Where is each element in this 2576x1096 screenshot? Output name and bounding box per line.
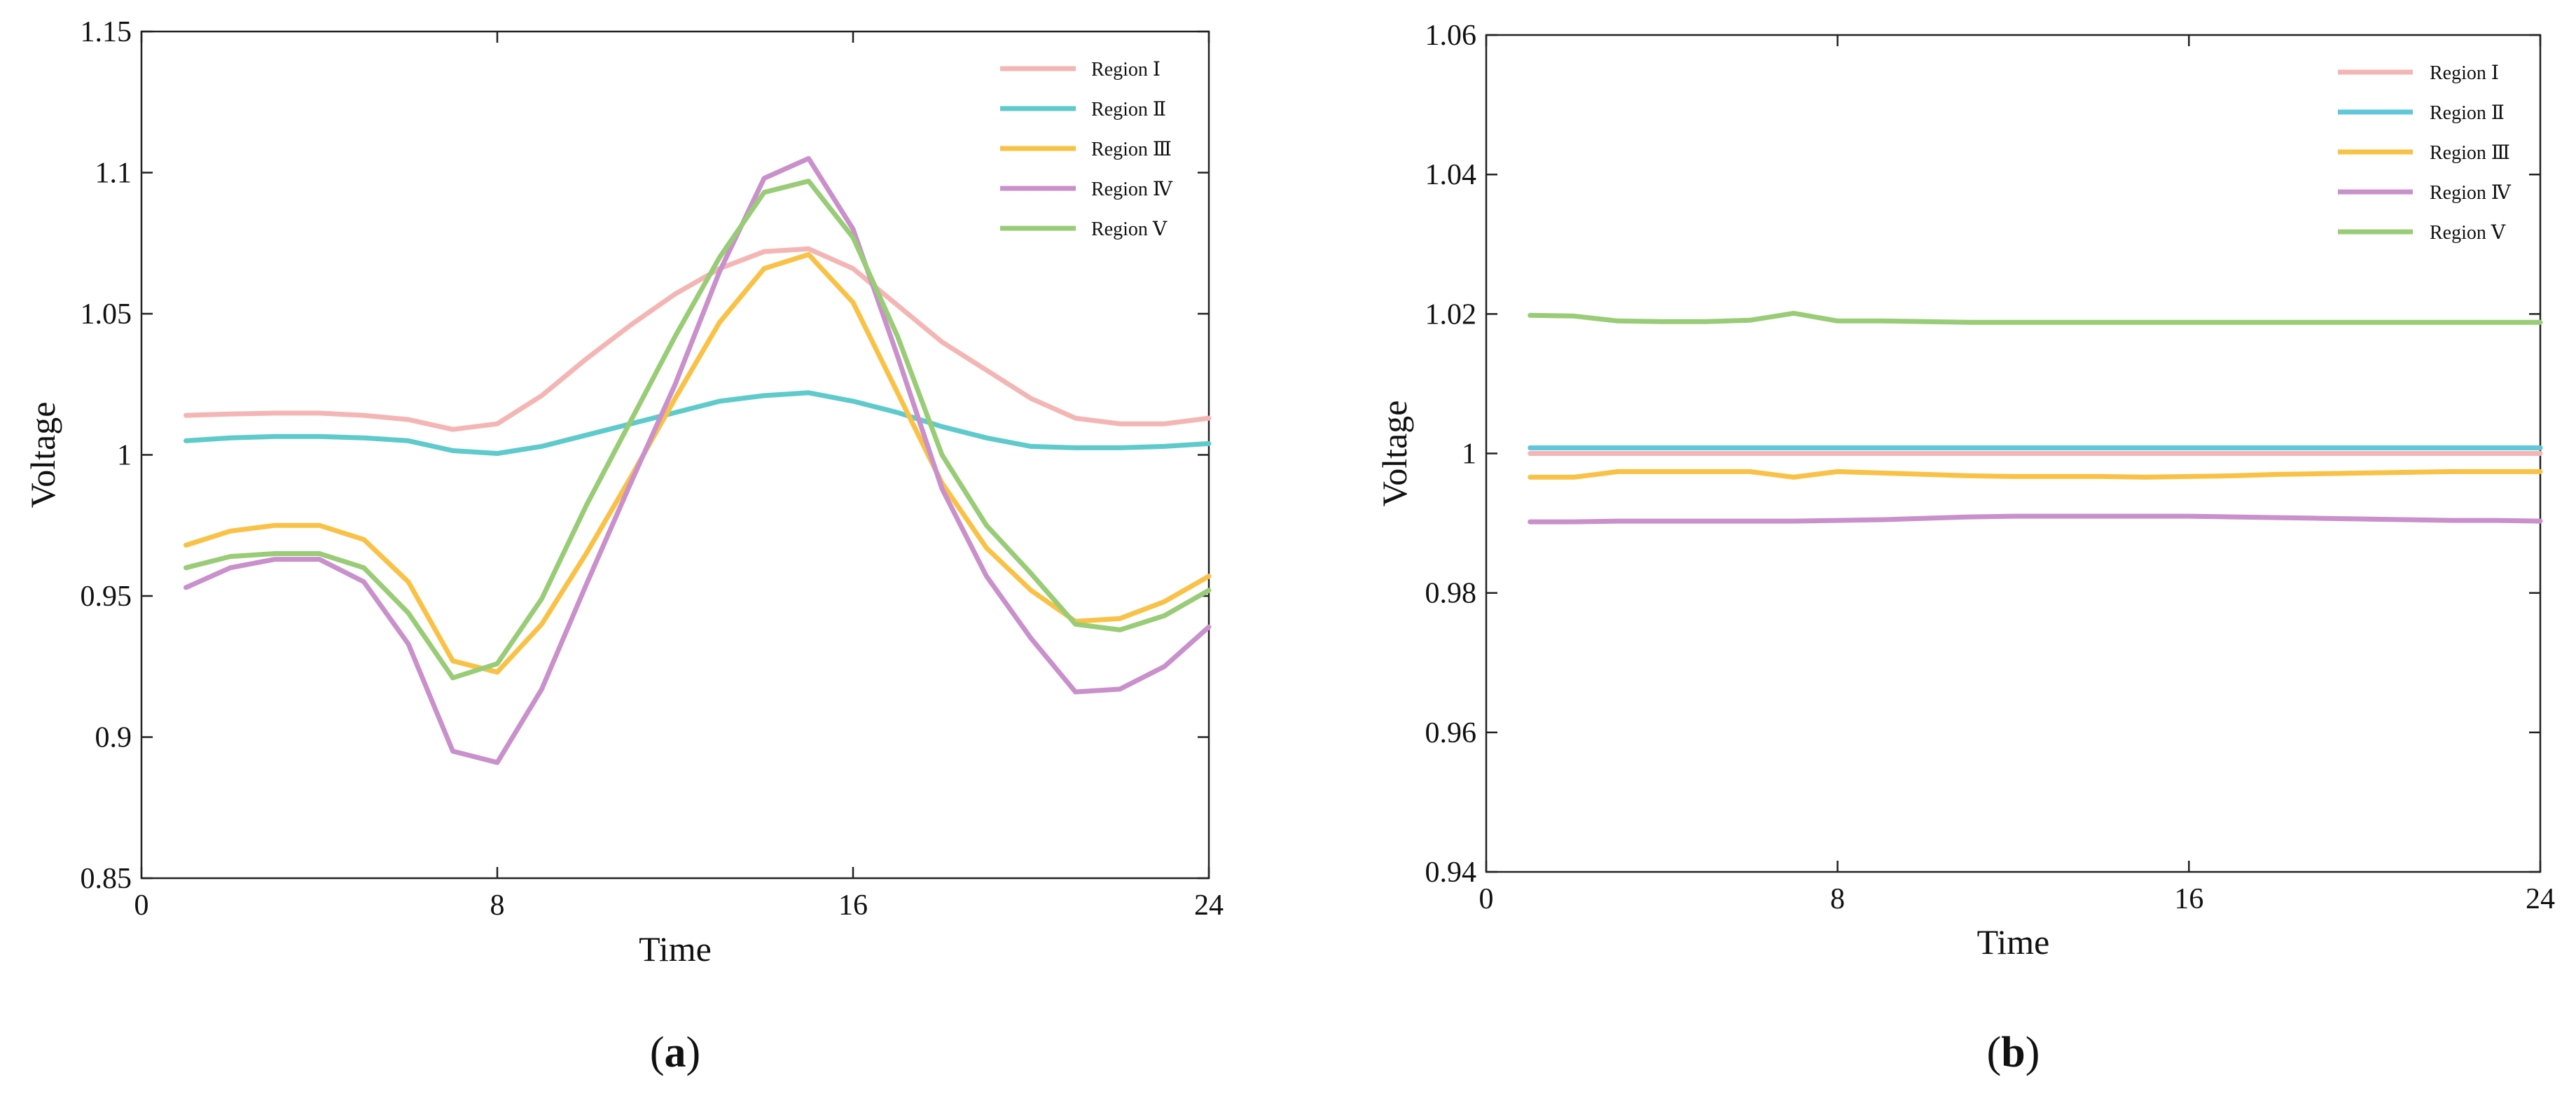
y-tick-label: 1 [1462,438,1476,471]
panel-label: (a) [650,1029,700,1076]
legend-label-region-1: Region Ⅰ [1091,59,1161,81]
legend-label-region-1: Region Ⅰ [2430,62,2499,84]
y-tick-label: 1.15 [81,16,132,48]
x-tick-label: 16 [838,889,868,922]
y-tick-label: 1.04 [1425,159,1477,191]
x-tick-label: 0 [134,889,149,922]
x-axis-label: Time [1977,922,2050,962]
y-axis-label: Voltage [1375,401,1414,507]
x-tick-label: 0 [1479,883,1494,915]
x-tick-label: 24 [1194,889,1224,922]
y-tick-label: 1.06 [1425,20,1477,52]
series-line-region-5 [183,179,1212,681]
legend-label-region-3: Region Ⅲ [1091,139,1172,160]
y-tick-label: 1.05 [81,298,132,331]
series-line-region-3 [183,251,1212,675]
panel-label: (b) [1987,1029,2040,1076]
legend: Region Ⅰ Region Ⅱ Region Ⅲ Region Ⅳ Region Ⅴ [2338,62,2512,244]
y-tick-label: 1.1 [95,158,132,190]
y-tick-label: 1.02 [1425,298,1477,331]
y-tick-label: 0.96 [1425,717,1477,749]
x-tick-label: 8 [490,889,505,922]
series-line-region-4 [183,155,1212,765]
legend-label-region-3: Region Ⅲ [2430,142,2510,164]
y-tick-label: 0.9 [95,722,132,754]
series-line-region-2 [183,390,1212,456]
legend-label-region-4: Region Ⅳ [2430,182,2512,204]
x-tick-label: 24 [2526,883,2555,915]
y-tick-label: 0.95 [81,581,132,613]
series-line-region-4 [1528,513,2543,525]
x-axis-label: Time [639,929,712,969]
y-tick-label: 1 [117,440,132,472]
legend-label-region-5: Region Ⅴ [1091,218,1168,240]
x-tick-label: 8 [1830,883,1845,915]
chart-panel-b: 0.94 0.96 0.98 1 1.02 1.04 1.06 0 8 16 24 Time Volta… [1375,20,2555,1076]
chart-panel-a: 0.85 0.9 0.95 1 1.05 1.1 1.15 0 8 16 24 Time Voltage… [23,16,1224,1076]
series-line-region-5 [1528,310,2543,325]
y-tick-label: 0.85 [81,863,132,895]
legend: Region Ⅰ Region Ⅱ Region Ⅲ Region Ⅳ Region Ⅴ [1000,59,1173,240]
legend-label-region-5: Region Ⅴ [2430,222,2506,244]
x-tick-label: 16 [2174,883,2203,915]
series-line-region-3 [1528,469,2543,480]
legend-label-region-2: Region Ⅱ [1091,99,1166,120]
legend-label-region-2: Region Ⅱ [2430,102,2505,124]
series-line-region-1 [183,246,1212,432]
plot-frame [140,30,1210,880]
y-tick-label: 0.98 [1425,578,1477,610]
y-axis-label: Voltage [23,402,62,508]
legend-label-region-4: Region Ⅳ [1091,179,1173,200]
y-tick-label: 0.94 [1425,856,1477,889]
